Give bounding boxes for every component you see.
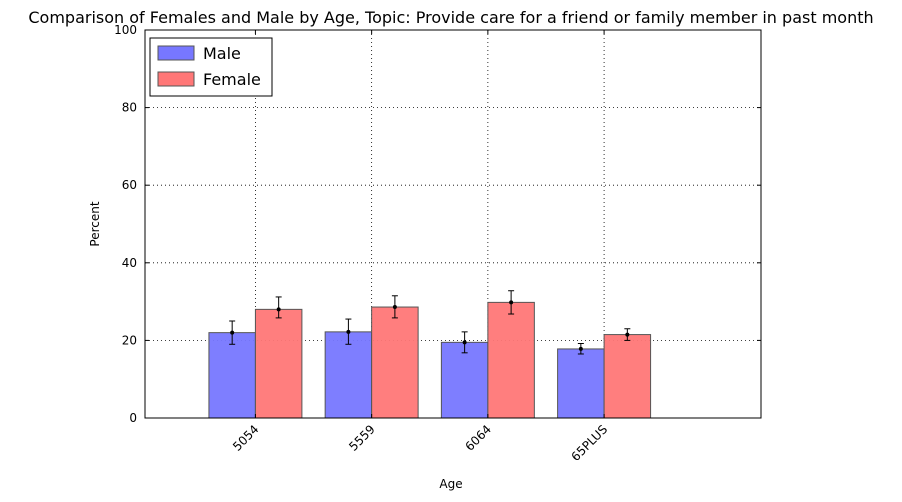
y-tick-label: 20 [122, 333, 137, 347]
bar-male-65plus [557, 348, 605, 419]
legend-label-female: Female [203, 70, 261, 89]
error-center-point [276, 307, 281, 312]
x-tick-label: 5559 [346, 422, 377, 453]
bar-female-5054 [254, 308, 303, 419]
error-center-point [230, 330, 235, 335]
bar-female-6064 [487, 301, 535, 419]
y-tick-label: 100 [114, 23, 137, 37]
legend: Male Female [149, 37, 273, 97]
bar-female-5559 [371, 306, 419, 419]
error-bars [229, 290, 631, 355]
error-center-point [462, 340, 467, 345]
bar-male-5054 [208, 332, 256, 419]
error-center-point [346, 329, 351, 334]
y-axis: 0 20 40 60 80 100 [114, 23, 761, 425]
error-center-point [578, 346, 583, 351]
error-center-point [625, 332, 630, 337]
y-tick-label: 40 [122, 256, 137, 270]
plot-frame [144, 29, 762, 419]
y-tick-label: 80 [122, 101, 137, 115]
legend-swatch-female [157, 71, 195, 87]
bar-male-5559 [324, 331, 373, 419]
bar-male-6064 [440, 341, 489, 419]
x-tick-label: 65PLUS [568, 422, 610, 464]
error-center-point [392, 305, 397, 310]
legend-swatch-male [157, 45, 195, 61]
y-tick-label: 60 [122, 178, 137, 192]
y-tick-label: 0 [129, 411, 137, 425]
bar-female-65plus [603, 334, 652, 419]
bars [208, 301, 652, 419]
x-tick-label: 6064 [462, 422, 493, 453]
error-center-point [509, 300, 514, 305]
x-tick-label: 5054 [230, 422, 261, 453]
y-axis-label: Percent [88, 201, 102, 246]
x-axis-label: Age [439, 477, 462, 491]
legend-label-male: Male [203, 44, 241, 63]
chart-title: Comparison of Females and Male by Age, T… [28, 8, 873, 27]
